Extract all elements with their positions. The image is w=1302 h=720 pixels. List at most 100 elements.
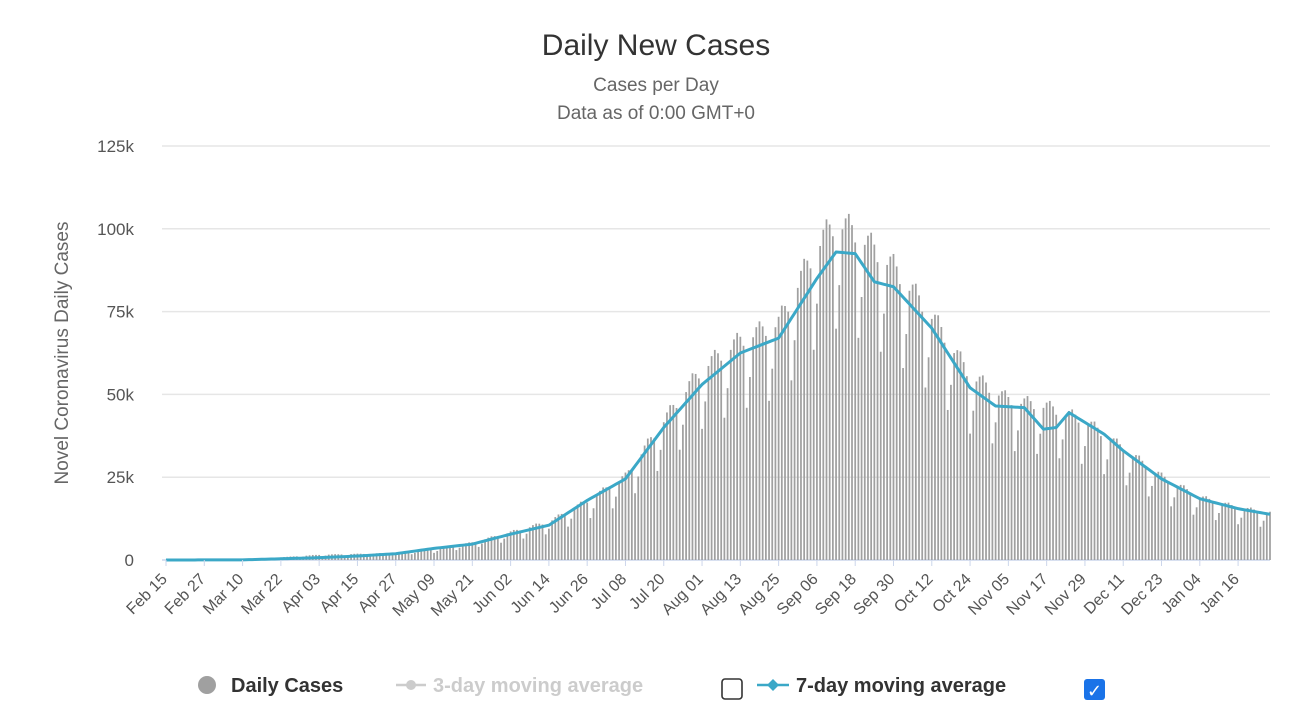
daily-cases-bar <box>707 365 710 560</box>
daily-cases-bar <box>975 381 978 560</box>
daily-cases-bar <box>458 547 461 560</box>
daily-cases-bar <box>918 295 920 560</box>
daily-cases-bar <box>1157 471 1160 560</box>
daily-cases-bar <box>1218 513 1220 560</box>
daily-cases-bar <box>1048 400 1051 560</box>
daily-cases-bar <box>1036 453 1038 560</box>
daily-cases-bar <box>429 550 432 560</box>
daily-cases-bar <box>793 340 796 560</box>
daily-cases-bar <box>1125 485 1128 560</box>
daily-cases-bar <box>1042 407 1045 560</box>
legend-item-3-day-moving-average[interactable]: 3-day moving average <box>396 675 643 697</box>
7-day-diamond-marker-icon <box>767 679 779 691</box>
daily-cases-bar <box>1189 494 1192 560</box>
x-tick-label: Aug 13 <box>697 571 745 619</box>
daily-cases-bar <box>841 229 844 560</box>
daily-cases-bar <box>771 368 774 560</box>
x-tick-label: Oct 12 <box>891 571 936 616</box>
daily-cases-bar <box>1173 497 1176 560</box>
daily-cases-bar <box>1234 508 1236 560</box>
daily-cases-bar <box>898 284 901 560</box>
daily-cases-bar <box>1074 414 1077 560</box>
daily-cases-bar <box>519 530 522 560</box>
chart-subtitle-line-2: Data as of 0:00 GMT+0 <box>557 103 755 124</box>
moving-average-line-layer <box>165 250 1271 562</box>
daily-cases-bar <box>637 476 640 560</box>
daily-cases-bar <box>1227 502 1230 560</box>
daily-cases-bar <box>1135 455 1137 560</box>
daily-cases-bar <box>752 337 754 560</box>
daily-cases-bar <box>1253 509 1255 560</box>
daily-cases-bar <box>1061 439 1064 560</box>
daily-cases-bar <box>688 381 691 560</box>
daily-cases-bar <box>378 553 381 560</box>
daily-cases-bar <box>1029 401 1032 560</box>
x-tick-label: Nov 29 <box>1042 571 1090 619</box>
daily-cases-bar <box>643 445 646 560</box>
daily-cases-bar <box>921 311 924 560</box>
daily-cases-bar <box>410 554 413 560</box>
checkbox-7-day-moving-average[interactable]: ✓ <box>1084 679 1105 701</box>
daily-cases-bar <box>761 326 764 560</box>
daily-cases-bar <box>803 258 806 560</box>
daily-cases-bar <box>809 268 812 560</box>
daily-cases-bar <box>646 438 649 560</box>
daily-cases-bar <box>640 454 643 560</box>
daily-cases-bar <box>1141 460 1144 560</box>
daily-cases-bar <box>691 373 694 560</box>
daily-cases-bar <box>784 306 786 560</box>
daily-cases-bar <box>1052 406 1054 560</box>
daily-cases-bar <box>1265 512 1268 560</box>
daily-cases-bar <box>592 508 595 560</box>
x-tick-label: Jun 14 <box>508 571 554 617</box>
x-tick-label: Sep 06 <box>774 571 822 619</box>
daily-cases-bar <box>892 253 895 561</box>
legend: Daily Cases 3-day moving average 7-day m… <box>198 675 1105 701</box>
daily-cases-bar <box>1064 415 1067 560</box>
daily-cases-marker-icon <box>198 676 216 694</box>
daily-cases-bar <box>1007 396 1010 560</box>
x-tick-label: Aug 25 <box>736 571 784 619</box>
daily-cases-bar <box>1202 496 1204 560</box>
daily-cases-bar <box>685 392 687 560</box>
legend-item-7-day-moving-average[interactable]: 7-day moving average <box>757 675 1006 697</box>
daily-cases-bar <box>611 508 614 560</box>
daily-cases-bar <box>1163 476 1166 560</box>
daily-cases-bar <box>516 529 518 560</box>
checkbox-3-day-moving-average[interactable] <box>721 678 743 700</box>
daily-cases-bar <box>1039 433 1042 560</box>
x-tick-label: May 21 <box>428 571 477 620</box>
daily-cases-bar <box>1013 451 1016 560</box>
legend-item-daily-cases[interactable]: Daily Cases <box>198 675 343 697</box>
daily-cases-bar <box>1186 489 1188 560</box>
daily-cases-bar <box>895 266 898 560</box>
daily-cases-bar <box>398 552 400 560</box>
daily-cases-bar <box>694 373 697 560</box>
daily-cases-bar <box>503 538 506 560</box>
y-tick-label: 125k <box>97 137 134 156</box>
daily-cases-bar <box>956 350 959 560</box>
daily-cases-bar <box>966 376 968 560</box>
daily-cases-bar <box>650 437 652 560</box>
daily-cases-bar <box>496 536 499 560</box>
daily-cases-bar <box>994 422 997 560</box>
x-tick-label: Feb 27 <box>162 571 209 618</box>
daily-cases-bar <box>911 284 914 560</box>
x-tick-label: Dec 23 <box>1118 571 1166 619</box>
x-tick-label: Apr 15 <box>317 571 362 616</box>
daily-cases-bar <box>1167 482 1169 560</box>
daily-cases-bar <box>394 553 397 560</box>
daily-cases-bar <box>1224 502 1227 560</box>
daily-cases-bar <box>1262 520 1265 560</box>
daily-cases-bar <box>541 524 544 560</box>
daily-cases-bar <box>1100 436 1102 560</box>
daily-cases-bar <box>653 438 656 560</box>
daily-cases-bar <box>1023 398 1026 560</box>
daily-cases-bar <box>844 218 847 560</box>
daily-cases-bar <box>1115 438 1118 560</box>
daily-cases-bar <box>863 244 866 560</box>
daily-cases-bar <box>560 513 563 560</box>
daily-cases-bar <box>567 526 569 560</box>
daily-cases-bar <box>733 339 735 560</box>
